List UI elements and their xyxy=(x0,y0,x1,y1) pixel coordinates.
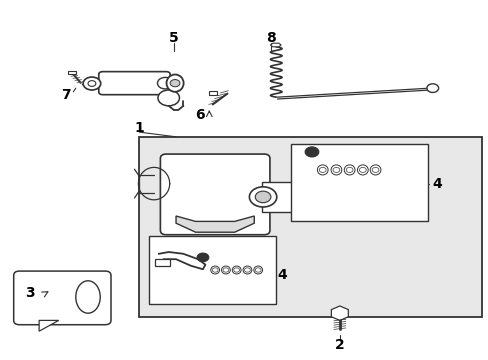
Bar xyxy=(290,144,427,221)
Ellipse shape xyxy=(166,75,183,92)
Text: 5: 5 xyxy=(168,31,178,45)
Circle shape xyxy=(255,191,270,203)
Circle shape xyxy=(359,167,366,172)
Ellipse shape xyxy=(221,266,230,274)
Bar xyxy=(149,236,276,304)
Circle shape xyxy=(255,268,261,272)
Circle shape xyxy=(212,268,218,272)
Circle shape xyxy=(88,81,96,86)
Ellipse shape xyxy=(76,281,100,313)
Polygon shape xyxy=(270,43,281,47)
Circle shape xyxy=(158,90,179,106)
Circle shape xyxy=(371,167,378,172)
Ellipse shape xyxy=(357,165,367,175)
Text: 7: 7 xyxy=(61,89,71,102)
Ellipse shape xyxy=(253,266,262,274)
Bar xyxy=(359,187,407,206)
Circle shape xyxy=(170,80,180,87)
Bar xyxy=(261,182,359,212)
Text: 4: 4 xyxy=(277,269,287,282)
Text: 8: 8 xyxy=(266,31,276,45)
Ellipse shape xyxy=(344,165,354,175)
Circle shape xyxy=(305,147,318,157)
Ellipse shape xyxy=(369,165,380,175)
Circle shape xyxy=(197,253,208,262)
Bar xyxy=(406,190,426,203)
Circle shape xyxy=(426,84,438,93)
Ellipse shape xyxy=(330,165,341,175)
Text: 3: 3 xyxy=(25,287,35,300)
Circle shape xyxy=(233,268,239,272)
FancyBboxPatch shape xyxy=(99,72,170,95)
Ellipse shape xyxy=(210,266,219,274)
Bar xyxy=(208,91,216,95)
Text: 6: 6 xyxy=(194,108,204,122)
Circle shape xyxy=(249,187,276,207)
Bar xyxy=(68,71,76,74)
Circle shape xyxy=(223,268,228,272)
Circle shape xyxy=(319,167,325,172)
FancyBboxPatch shape xyxy=(160,154,269,235)
Circle shape xyxy=(83,77,101,90)
Bar xyxy=(139,137,481,317)
Circle shape xyxy=(332,167,339,172)
Text: 4: 4 xyxy=(432,177,442,190)
Polygon shape xyxy=(39,320,59,331)
Ellipse shape xyxy=(243,266,251,274)
Text: 2: 2 xyxy=(334,338,344,352)
Ellipse shape xyxy=(317,165,327,175)
Circle shape xyxy=(157,77,173,89)
Text: 1: 1 xyxy=(134,121,144,135)
Ellipse shape xyxy=(232,266,241,274)
Circle shape xyxy=(346,167,352,172)
Bar xyxy=(155,259,169,266)
FancyBboxPatch shape xyxy=(14,271,111,325)
Polygon shape xyxy=(176,216,254,232)
Circle shape xyxy=(244,268,250,272)
